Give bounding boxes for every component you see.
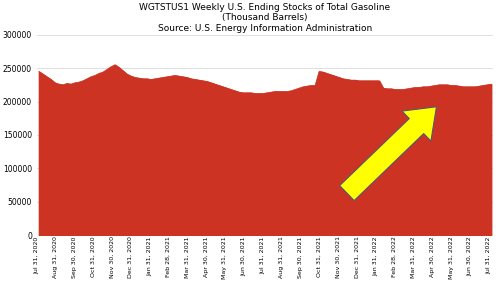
Title: WGTSTUS1 Weekly U.S. Ending Stocks of Total Gasoline
(Thousand Barrels)
Source: : WGTSTUS1 Weekly U.S. Ending Stocks of To… <box>139 3 391 33</box>
